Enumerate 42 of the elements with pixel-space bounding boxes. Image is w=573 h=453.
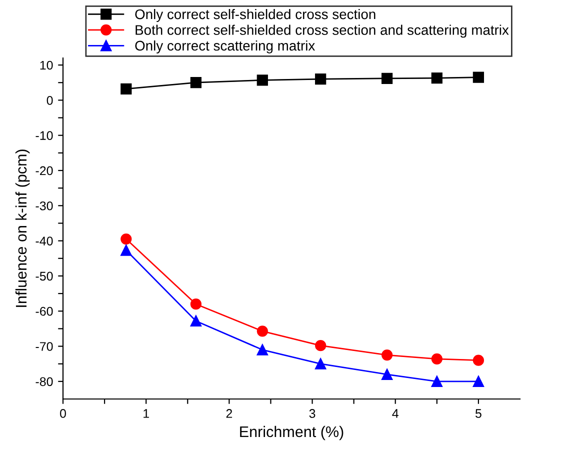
y-tick-label: -10 <box>36 131 53 140</box>
x-axis-title: Enrichment (%) <box>240 426 344 440</box>
point <box>190 315 202 327</box>
y-tick-label: -50 <box>36 272 53 281</box>
point <box>472 354 484 366</box>
y-tick-label: -30 <box>36 201 53 210</box>
y-tick-label: -80 <box>36 377 53 386</box>
legend-label: Both correct self-shielded cross section and scattering matrix <box>136 24 509 38</box>
x-tick-label: 0 <box>60 409 66 418</box>
point <box>190 298 202 310</box>
point <box>431 72 442 84</box>
y-tick-label: -40 <box>36 236 53 246</box>
legend-label: Only correct self-shielded cross section <box>135 8 376 22</box>
point <box>315 358 326 370</box>
point <box>472 72 484 83</box>
point <box>120 233 132 245</box>
point <box>256 344 268 356</box>
point <box>382 72 393 84</box>
point <box>472 376 484 387</box>
point <box>315 74 326 85</box>
y-tick-label: 10 <box>40 60 53 70</box>
point <box>256 326 268 337</box>
x-tick-label: 2 <box>226 409 232 418</box>
y-axis-title: Influence on k-inf (pcm) <box>15 150 30 307</box>
y-tick-label: -20 <box>36 166 53 176</box>
point <box>120 244 132 256</box>
y-tick-label: -60 <box>36 306 53 316</box>
point <box>382 368 393 380</box>
point <box>431 376 442 387</box>
point <box>315 340 326 352</box>
x-tick-label: 3 <box>309 409 316 418</box>
point <box>382 350 393 361</box>
point <box>431 353 442 364</box>
y-tick-label: -70 <box>36 342 53 351</box>
x-tick-label: 1 <box>144 409 149 418</box>
y-tick-label: 0 <box>46 96 53 105</box>
legend-label: Only correct scattering matrix <box>135 40 316 54</box>
x-tick-label: 4 <box>392 409 398 418</box>
point <box>256 74 268 86</box>
point <box>120 83 132 94</box>
x-tick-label: 5 <box>475 409 482 418</box>
point <box>190 77 202 88</box>
